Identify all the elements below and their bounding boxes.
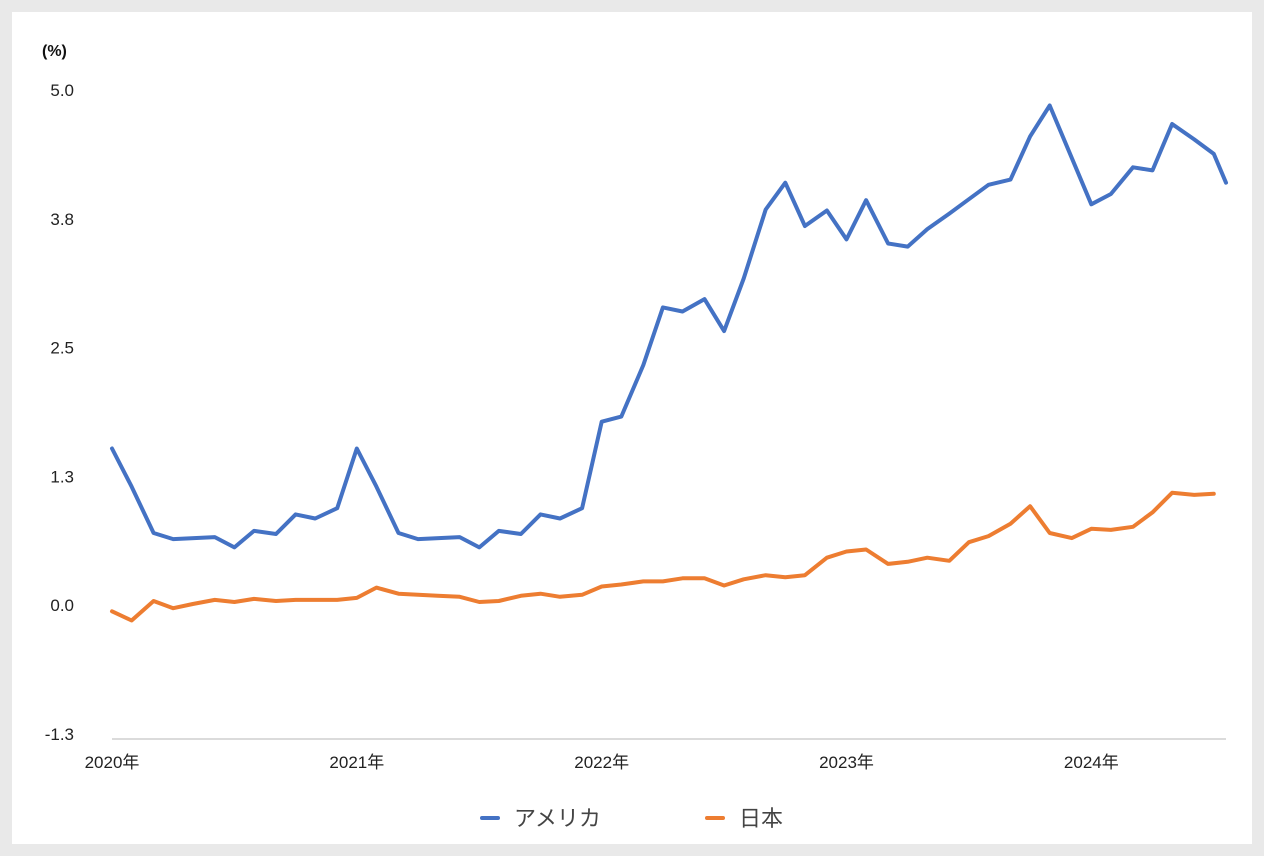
- series-line-1: [110, 490, 1216, 623]
- y-tick-label: -1.3: [45, 725, 74, 744]
- chart-card: (%) 5.0 3.8 2.5 1.3 0.0 -1.3 2020年 2021年 2022年 2…: [12, 12, 1252, 844]
- legend-label: 日本: [739, 806, 783, 831]
- series-line-0: [110, 103, 1228, 550]
- y-axis-ticks: 5.0 3.8 2.5 1.3 0.0 -1.3: [45, 81, 74, 744]
- series-layer: [110, 103, 1228, 623]
- y-tick-label: 3.8: [50, 210, 74, 229]
- x-tick-label: 2021年: [329, 753, 384, 772]
- y-tick-label: 5.0: [50, 81, 74, 100]
- x-tick-label: 2022年: [574, 753, 629, 772]
- x-tick-label: 2020年: [85, 753, 140, 772]
- legend: アメリカ 日本: [480, 806, 783, 831]
- y-axis-unit-label: (%): [42, 43, 67, 60]
- x-tick-label: 2024年: [1064, 753, 1119, 772]
- legend-label: アメリカ: [514, 806, 601, 831]
- x-tick-label: 2023年: [819, 753, 874, 772]
- x-axis-ticks: 2020年 2021年 2022年 2023年 2024年: [85, 753, 1119, 772]
- line-chart: (%) 5.03.82.51.30.0-1.3 2020年 2021年 2022年 2…: [42, 43, 1228, 831]
- y-tick-label: 2.5: [50, 339, 74, 358]
- y-tick-label: 0.0: [50, 596, 74, 615]
- y-tick-label: 1.3: [50, 467, 74, 486]
